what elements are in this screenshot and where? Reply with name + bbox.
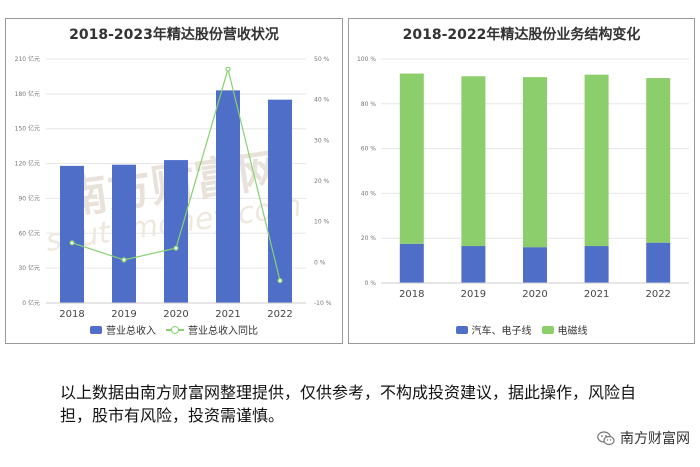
legend-swatch-auto-electronic-wire xyxy=(455,325,468,334)
legend-label-revenue: 营业总收入 xyxy=(106,326,156,337)
y2-tick-label: 20 % xyxy=(314,178,330,185)
magnet-wire-bar xyxy=(461,76,486,247)
brand-name: 南方财富网 xyxy=(620,431,690,447)
legend-item-magnet-wire[interactable]: 电磁线 xyxy=(541,322,588,337)
legend-label-revenue-yoy: 营业总收入同比 xyxy=(188,326,258,337)
brand-signature[interactable]: 南方财富网 xyxy=(597,428,690,448)
x-tick-label: 2022 xyxy=(267,309,292,320)
x-tick-label: 2021 xyxy=(584,289,609,300)
magnet-wire-bar xyxy=(523,77,547,248)
yoy-point xyxy=(121,257,127,263)
y2-tick-label: 30 % xyxy=(314,137,330,144)
disclaimer-text: 以上数据由南方财富网整理提供，仅供参考，不构成投资建议，据此操作，风险自担，股市… xyxy=(60,383,637,425)
revenue-bar xyxy=(268,99,292,304)
x-tick-label: 2019 xyxy=(461,289,486,300)
y2-tick-label: 10 % xyxy=(314,219,330,226)
legend-label-magnet-wire: 电磁线 xyxy=(557,326,588,337)
revenue-chart-title: 2018-2023年精达股份营收状况 xyxy=(69,27,279,43)
auto-electronic-wire-bar xyxy=(646,242,671,283)
structure-chart-legend: 汽车、电子线 电磁线 xyxy=(349,322,694,337)
legend-swatch-revenue xyxy=(90,325,102,334)
revenue-bar xyxy=(112,164,136,303)
x-tick-label: 2018 xyxy=(59,309,84,320)
auto-electronic-wire-bar xyxy=(461,246,486,283)
x-tick-label: 2020 xyxy=(522,289,547,300)
legend-swatch-revenue-yoy xyxy=(166,325,184,334)
yoy-point xyxy=(277,278,283,284)
x-tick-label: 2021 xyxy=(215,309,240,320)
legend-item-revenue[interactable]: 营业总收入 xyxy=(90,322,156,337)
auto-electronic-wire-bar xyxy=(523,247,547,283)
x-tick-label: 2019 xyxy=(111,309,136,320)
y-tick-label: 20 % xyxy=(361,235,377,242)
structure-chart-title: 2018-2022年精达股份业务结构变化 xyxy=(402,27,641,43)
yoy-point xyxy=(225,66,231,72)
legend-swatch-magnet-wire xyxy=(541,325,554,334)
y-tick-label: 40 % xyxy=(361,190,377,197)
yoy-point xyxy=(173,245,179,251)
magnet-wire-bar xyxy=(399,73,424,244)
y2-tick-label: 50 % xyxy=(314,56,330,63)
y-tick-label: 120 亿元 xyxy=(15,160,40,168)
y2-tick-label: 40 % xyxy=(314,97,330,104)
y-tick-label: 60 亿元 xyxy=(18,229,40,237)
y-tick-label: 210 亿元 xyxy=(15,55,40,63)
y-tick-label: 0 % xyxy=(365,280,377,287)
y-tick-label: 60 % xyxy=(361,146,377,153)
wechat-icon xyxy=(597,430,615,445)
y-tick-label: 180 亿元 xyxy=(15,90,40,98)
legend-item-revenue-yoy[interactable]: 营业总收入同比 xyxy=(166,322,258,337)
x-tick-label: 2022 xyxy=(645,289,670,300)
y-tick-label: 0 亿元 xyxy=(22,299,40,307)
magnet-wire-bar xyxy=(584,74,609,247)
y-tick-label: 30 亿元 xyxy=(18,264,40,272)
legend-label-auto-electronic-wire: 汽车、电子线 xyxy=(471,326,532,337)
revenue-chart-panel: 2018-2023年精达股份营收状况 0 亿元 30 亿元 60 亿元 90 亿元 12… xyxy=(5,18,343,344)
y2-tick-label: -10 % xyxy=(314,300,332,307)
y-tick-label: 80 % xyxy=(361,101,377,108)
auto-electronic-wire-bar xyxy=(584,246,609,283)
y-tick-label: 150 亿元 xyxy=(15,125,40,133)
y2-tick-label: 0 % xyxy=(314,259,326,266)
legend-item-auto-electronic-wire[interactable]: 汽车、电子线 xyxy=(455,322,532,337)
structure-chart-panel: 2018-2022年精达股份业务结构变化 0 % 20 % 40 % 60 % 80 %… xyxy=(348,18,695,344)
y-tick-label: 100 % xyxy=(357,56,376,63)
revenue-bar xyxy=(60,165,84,303)
auto-electronic-wire-bar xyxy=(399,243,424,283)
revenue-bar xyxy=(164,160,188,303)
structure-chart: 0 % 20 % 40 % 60 % 80 % 100 % 2018 2019 2020 2021… xyxy=(357,56,689,300)
x-tick-label: 2018 xyxy=(399,289,424,300)
revenue-bar xyxy=(216,90,240,303)
magnet-wire-bar xyxy=(646,78,671,243)
revenue-chart-legend: 营业总收入 营业总收入同比 xyxy=(6,322,342,337)
y-tick-label: 90 亿元 xyxy=(18,194,40,202)
revenue-chart: 0 亿元 30 亿元 60 亿元 90 亿元 120 亿元 150 亿元 180 亿元 210… xyxy=(15,55,332,320)
x-tick-label: 2020 xyxy=(163,309,188,320)
yoy-point xyxy=(69,240,75,246)
